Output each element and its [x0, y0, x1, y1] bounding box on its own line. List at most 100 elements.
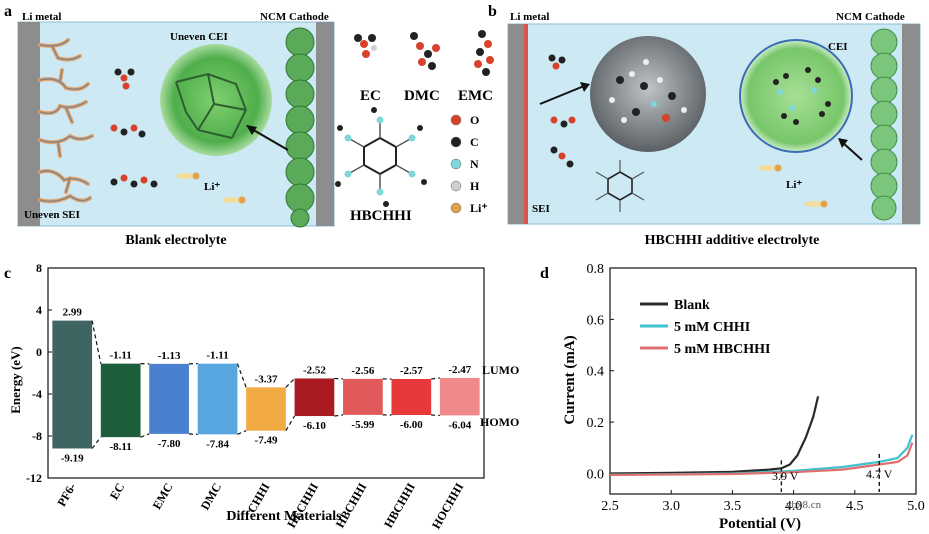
energy-bar-5: [294, 378, 335, 417]
emc-structure: [474, 30, 494, 76]
energy-bar-8: [439, 377, 480, 416]
energy-bar-7: [391, 378, 432, 415]
dendrites-core: [39, 39, 93, 203]
lumo-connector-3: [236, 363, 247, 388]
panel-b-electrolyte: [507, 23, 921, 225]
panel-d-xtick-label-3: 4.0: [785, 499, 803, 514]
panel-c-chart: -12 -8 -4 0 4 8 2.99 -9.19 PF6- -1.11 -8.11 EC -1.13…: [26, 261, 485, 531]
hbchhi-structure: [347, 120, 413, 192]
panel-c-ytick-label-1: -8: [32, 429, 42, 443]
panel-b-li-metal-label: Li metal: [510, 11, 549, 23]
legend-entry-1: 5 mM CHHI: [674, 320, 750, 335]
panel-c-xlabel: Different Materials: [226, 509, 342, 524]
zoom-arrowhead: [246, 125, 257, 135]
panel-d-ytick-label-4: 0.8: [587, 262, 605, 277]
homo-connector-3: [237, 430, 247, 435]
lumo-value-7: -2.57: [400, 365, 423, 377]
energy-bar-1: [100, 363, 141, 438]
panel-a-molecules: [110, 68, 158, 188]
homo-label: HOMO: [480, 415, 519, 429]
legend-dot-2: [450, 158, 462, 170]
lumo-value-2: -1.13: [158, 350, 181, 362]
category-label-0: PF6-: [54, 480, 78, 508]
energy-bar-3: [197, 363, 238, 435]
panel-a-li-ion-label: Li⁺: [204, 181, 220, 193]
emc-label: EMC: [458, 88, 493, 104]
panel-c-ytick-label-3: 0: [36, 345, 42, 359]
lumo-connector-0: [91, 320, 102, 364]
legend-dot-4: [450, 202, 462, 214]
panel-b-li-ions: [758, 164, 828, 208]
legend-entry-0: Blank: [674, 298, 710, 313]
panel-a-letter: a: [4, 3, 12, 20]
ec-structure: [354, 34, 377, 58]
series-line-2: [609, 442, 914, 477]
panel-b-molecules: [548, 54, 576, 168]
dmc-label: DMC: [404, 88, 440, 104]
panel-d-chart: 2.5 3.0 3.5 4.0 4.5 5.0 0.0 0.2 0.4 0.6 0.8 Blank 5 …: [587, 262, 925, 514]
homo-value-4: -7.49: [255, 435, 278, 447]
panel-a-cathode-current-collector: [316, 22, 334, 226]
panel-b-hbchhi: [595, 160, 645, 212]
legend-label-2: N: [470, 157, 479, 171]
panel-d-frame: [609, 267, 917, 495]
panel-c-ytick-label-5: 8: [36, 261, 42, 275]
homo-value-8: -6.04: [448, 419, 471, 431]
hbchhi-atoms: [335, 107, 427, 207]
lumo-value-3: -1.11: [206, 350, 228, 362]
panel-b: b Li metal NCM Cathode CEI SEI Li⁺ HBCHH…: [488, 3, 921, 248]
panel-a-li-metal-label: Li metal: [22, 11, 61, 23]
legend-dot-0: [450, 114, 462, 126]
panel-a: a Li metal NCM Cathode Uneven CEI Uneven…: [4, 3, 335, 248]
legend-dot-3: [450, 180, 462, 192]
homo-connector-4: [285, 415, 296, 431]
annotation-4-7v: 4.7 V: [866, 467, 893, 481]
panel-a-sei-label: Uneven SEI: [24, 209, 80, 221]
panel-c: c -12 -8 -4 0 4 8 2.99 -9.19 PF6- -1.11 -8.11 EC -1.…: [4, 261, 519, 531]
panel-d-ytick-label-3: 0.6: [587, 313, 605, 328]
category-label-1: EC: [107, 481, 127, 502]
panel-b-sei-arrow: [539, 85, 585, 105]
panel-d-ytick-label-0: 0.0: [587, 467, 605, 482]
panel-b-cei-label: CEI: [828, 41, 848, 53]
panel-d-xtick-label-4: 4.5: [846, 499, 864, 514]
lumo-value-8: -2.47: [448, 364, 471, 376]
legend-label-4: Li⁺: [470, 201, 488, 215]
annotation-3-9v: 3.9 V: [772, 469, 799, 483]
panel-d: d 2.5 3.0 3.5 4.0 4.5 5.0 0.0 0.2 0.4 0.6 0.8 Blank…: [540, 262, 925, 532]
panel-b-sei-arrowhead: [580, 82, 590, 92]
panel-d-letter: d: [540, 265, 549, 282]
panel-c-ytick-label-2: -4: [32, 387, 42, 401]
panel-a-li-metal: [18, 22, 40, 226]
legend-entry-2: 5 mM HBCHHI: [674, 342, 770, 357]
panel-d-ylabel: Current (mA): [562, 335, 578, 424]
lumo-connector-7: [431, 377, 440, 380]
legend-label-3: H: [470, 179, 480, 193]
panel-b-letter: b: [488, 3, 497, 20]
homo-value-6: -5.99: [351, 419, 374, 431]
panel-b-li-metal: [508, 24, 524, 224]
homo-value-1: -8.11: [110, 441, 132, 453]
panel-d-xtick-label-0: 2.5: [601, 499, 619, 514]
lumo-value-5: -2.52: [303, 364, 326, 376]
panel-c-ytick-label-0: -12: [26, 471, 42, 485]
panel-d-ytick-label-2: 0.4: [587, 365, 605, 380]
legend-label-1: C: [470, 135, 479, 149]
panel-b-cei-arrowhead: [838, 138, 848, 148]
zoom-sei-molecules: [609, 59, 687, 123]
homo-value-3: -7.84: [206, 438, 229, 450]
category-label-8: HOCHHI: [429, 480, 467, 531]
energy-bar-6: [343, 378, 383, 415]
series-line-0: [609, 396, 820, 475]
category-label-2: EMC: [150, 481, 176, 512]
lumo-value-6: -2.56: [351, 365, 374, 377]
dmc-structure: [410, 32, 440, 70]
hbchhi-label: HBCHHI: [350, 208, 412, 224]
panel-c-ytick-label-4: 4: [36, 303, 42, 317]
panel-c-frame: [47, 267, 485, 479]
panel-b-cei-arrow: [841, 141, 863, 161]
lumo-connector-4: [285, 378, 296, 388]
panel-b-sei-layer: [524, 24, 528, 224]
cei-cracks: [175, 72, 247, 139]
